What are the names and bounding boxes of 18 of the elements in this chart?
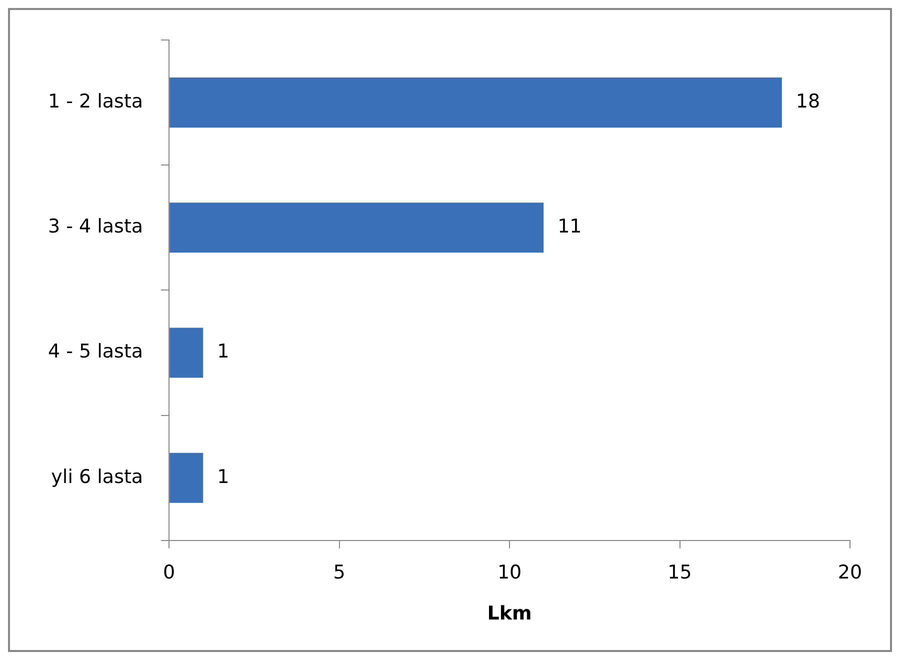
y-tick-label: 1 - 2 lasta [48,90,144,112]
data-label: 1 [217,466,230,488]
x-axis-title: Lkm [487,602,532,625]
data-label: 11 [558,216,582,238]
data-label: 1 [217,340,230,363]
x-tick-label: 5 [333,562,346,584]
x-tick-label: 20 [838,562,862,584]
bar [170,78,782,128]
y-tick-label: 4 - 5 lasta [48,340,144,363]
data-label: 18 [796,90,820,112]
bar [170,328,204,378]
y-tick-label: 3 - 4 lasta [48,216,144,238]
bar [170,202,544,253]
bar [170,452,204,503]
x-tick-label: 0 [163,562,176,584]
x-tick-label: 10 [497,562,522,584]
x-tick-label: 15 [668,562,692,584]
y-tick-label: yli 6 lasta [51,466,144,488]
